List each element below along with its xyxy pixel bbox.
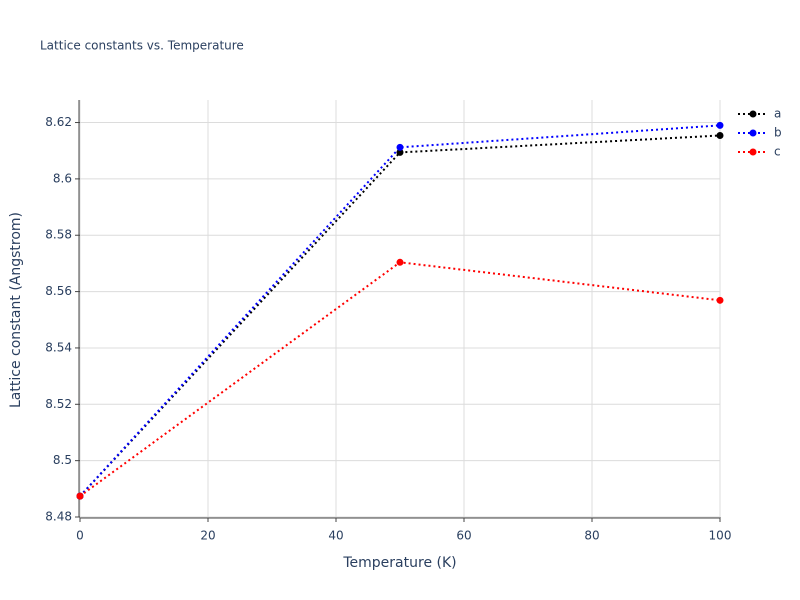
legend-label: b	[774, 126, 782, 140]
chart-title: Lattice constants vs. Temperature	[40, 39, 244, 53]
legend-marker	[749, 148, 757, 156]
series-line	[79, 134, 721, 497]
legend-marker	[749, 110, 757, 118]
x-tick-label: 60	[456, 529, 471, 543]
x-axis-title: Temperature (K)	[342, 555, 456, 571]
y-tick-label: 8.52	[45, 397, 72, 411]
data-point	[396, 258, 404, 266]
x-tick-label: 40	[328, 529, 343, 543]
data-point	[716, 121, 724, 129]
y-tick-label: 8.56	[45, 284, 72, 298]
y-tick-label: 8.48	[45, 510, 72, 524]
x-tick-label: 80	[584, 529, 599, 543]
data-point	[396, 143, 404, 151]
data-point	[396, 148, 404, 156]
y-tick-label: 8.58	[45, 228, 72, 242]
x-tick-label: 20	[200, 529, 215, 543]
legend-marker	[749, 129, 757, 137]
x-tick-label: 0	[76, 529, 84, 543]
y-tick-label: 8.54	[45, 340, 72, 354]
data-point	[716, 132, 724, 140]
legend-label: c	[774, 145, 781, 159]
y-axis-title: Lattice constant (Angstrom)	[8, 212, 24, 408]
y-tick-label: 8.5	[53, 453, 72, 467]
x-tick-label: 100	[709, 529, 732, 543]
y-tick-label: 8.62	[45, 115, 72, 129]
data-point	[76, 492, 84, 500]
series-line	[79, 124, 721, 497]
legend-label: a	[774, 107, 781, 121]
y-tick-label: 8.6	[53, 171, 72, 185]
data-point	[716, 296, 724, 304]
